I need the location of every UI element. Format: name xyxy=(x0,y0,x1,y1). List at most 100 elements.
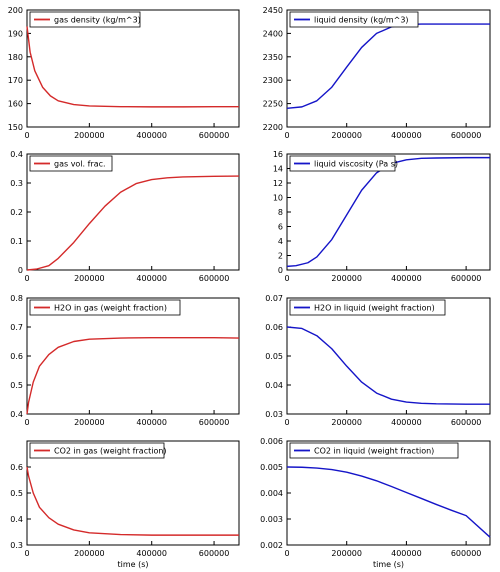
y-tick-label: 0.006 xyxy=(260,437,283,446)
y-tick-label: 170 xyxy=(8,76,23,85)
x-tick-label: 400000 xyxy=(136,131,167,140)
plot-frame xyxy=(26,9,240,128)
y-tick-label: 0.07 xyxy=(265,294,283,303)
y-tick-label: 0.2 xyxy=(10,208,23,217)
panel-3: 0 0.1 0.2 0.3 0.4 0 200000 400000 600000 gas vol.… xyxy=(10,150,240,283)
y-tick-label: 0.002 xyxy=(260,541,283,550)
x-tick-label: 600000 xyxy=(451,418,482,427)
y-tick-label: 2 xyxy=(278,252,283,261)
x-axis-label: time (s) xyxy=(117,560,148,569)
x-tick-label: 0 xyxy=(284,131,289,140)
y-tick-label: 0.4 xyxy=(10,410,23,419)
y-tick-label: 16 xyxy=(273,150,283,159)
legend-label: gas density (kg/m^3) xyxy=(54,16,141,25)
panel-1: 150 160 170 180 190 200 0 200000 400000 600000 gas… xyxy=(8,6,240,140)
x-tick-label: 600000 xyxy=(451,549,482,558)
y-tick-label: 0.8 xyxy=(10,294,23,303)
x-tick-label: 600000 xyxy=(199,131,230,140)
panel-7: 0.3 0.4 0.5 0.6 0 200000 400000 600000 time (s) C… xyxy=(10,440,240,569)
legend-box xyxy=(29,155,113,172)
x-tick-label: 400000 xyxy=(136,274,167,283)
x-tick-label: 600000 xyxy=(451,274,482,283)
y-tick-label: 2350 xyxy=(263,53,283,62)
legend-box xyxy=(289,11,419,28)
y-tick-label: 180 xyxy=(8,53,23,62)
panel-2: 2200 2250 2300 2350 2400 2450 0 200000 400000 600… xyxy=(263,6,491,140)
panel-8: 0.002 0.003 0.004 0.005 0.006 0 200000 400000 60… xyxy=(260,437,491,569)
legend-label: CO2 in liquid (weight fraction) xyxy=(314,447,434,456)
y-tick-label: 190 xyxy=(8,29,23,38)
y-tick-label: 0 xyxy=(18,266,23,275)
x-tick-label: 0 xyxy=(284,274,289,283)
y-tick-label: 12 xyxy=(273,179,283,188)
y-tick-label: 0.4 xyxy=(10,515,23,524)
x-tick-label: 600000 xyxy=(199,549,230,558)
y-tick-label: 0.6 xyxy=(10,463,23,472)
series-line xyxy=(286,326,490,405)
y-tick-label: 2450 xyxy=(263,6,283,15)
x-tick-label: 600000 xyxy=(199,274,230,283)
y-tick-label: 6 xyxy=(278,223,283,232)
legend-label: liquid viscosity (Pa s) xyxy=(314,160,398,169)
y-tick-label: 2200 xyxy=(263,123,283,132)
y-tick-label: 150 xyxy=(8,123,23,132)
x-tick-label: 400000 xyxy=(391,131,422,140)
y-tick-label: 4 xyxy=(278,237,283,246)
x-tick-label: 0 xyxy=(24,418,29,427)
x-tick-label: 400000 xyxy=(391,274,422,283)
x-tick-label: 400000 xyxy=(391,549,422,558)
y-tick-label: 0.005 xyxy=(260,463,283,472)
legend-label: H2O in liquid (weight fraction) xyxy=(314,304,435,313)
y-tick-label: 0.6 xyxy=(10,352,23,361)
x-tick-label: 600000 xyxy=(451,131,482,140)
x-tick-label: 200000 xyxy=(331,418,362,427)
y-tick-label: 160 xyxy=(8,100,23,109)
x-tick-label: 200000 xyxy=(74,131,105,140)
legend-box xyxy=(29,11,141,28)
legend-label: liquid density (kg/m^3) xyxy=(314,16,409,25)
y-tick-label: 0.03 xyxy=(265,410,283,419)
x-tick-label: 0 xyxy=(24,549,29,558)
legend-label: gas vol. frac. xyxy=(54,160,106,169)
x-tick-label: 200000 xyxy=(74,418,105,427)
series-line xyxy=(286,156,490,268)
series-line xyxy=(286,23,490,109)
x-tick-label: 400000 xyxy=(136,549,167,558)
legend-box xyxy=(289,299,446,316)
y-tick-label: 0.7 xyxy=(10,323,23,332)
x-tick-label: 0 xyxy=(284,418,289,427)
series-line xyxy=(26,466,239,536)
y-tick-label: 0.05 xyxy=(265,352,283,361)
y-tick-label: 8 xyxy=(278,208,283,217)
x-tick-label: 0 xyxy=(24,131,29,140)
y-tick-label: 0.04 xyxy=(265,381,283,390)
y-tick-label: 2300 xyxy=(263,76,283,85)
y-tick-label: 10 xyxy=(273,194,283,203)
panel-6: 0.03 0.04 0.05 0.06 0.07 0 200000 400000 600000 H… xyxy=(265,294,491,427)
x-tick-label: 600000 xyxy=(199,418,230,427)
x-axis-label: time (s) xyxy=(373,560,404,569)
y-tick-label: 2400 xyxy=(263,29,283,38)
y-tick-label: 0.3 xyxy=(10,541,23,550)
y-tick-label: 0.4 xyxy=(10,150,23,159)
x-tick-label: 400000 xyxy=(136,418,167,427)
x-tick-label: 0 xyxy=(24,274,29,283)
y-tick-label: 0.3 xyxy=(10,179,23,188)
legend-box xyxy=(29,442,165,459)
x-tick-label: 200000 xyxy=(331,131,362,140)
y-tick-label: 14 xyxy=(273,165,283,174)
series-line xyxy=(26,175,240,271)
y-tick-label: 0.1 xyxy=(10,237,23,246)
y-tick-label: 0.06 xyxy=(265,323,283,332)
y-tick-label: 0.5 xyxy=(10,489,23,498)
panel-5: 0.4 0.5 0.6 0.7 0.8 0 200000 400000 600000 H2O in… xyxy=(10,294,240,427)
x-tick-label: 200000 xyxy=(331,549,362,558)
legend-label: H2O in gas (weight fraction) xyxy=(54,304,167,313)
panel-4: 0 2 4 6 8 10 12 14 16 0 200000 400000 600000 liquid v… xyxy=(273,150,491,283)
legend-box xyxy=(29,299,181,316)
y-tick-label: 2250 xyxy=(263,100,283,109)
y-tick-label: 0 xyxy=(278,266,283,275)
series-line xyxy=(286,466,491,538)
y-tick-label: 0.004 xyxy=(260,489,283,498)
